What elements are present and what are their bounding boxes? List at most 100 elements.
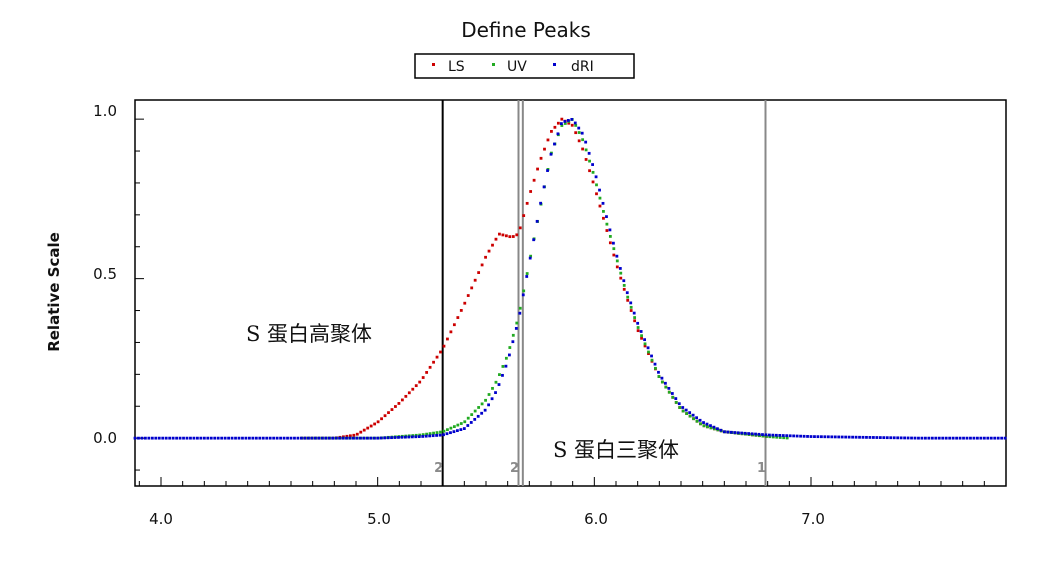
data-point <box>750 432 754 436</box>
data-point <box>515 321 519 325</box>
data-point <box>473 409 477 413</box>
data-point <box>462 427 466 430</box>
data-point <box>684 408 688 412</box>
data-point <box>653 362 657 366</box>
data-point <box>588 159 591 163</box>
data-point <box>889 436 893 440</box>
data-point <box>400 398 404 402</box>
data-point <box>671 395 675 399</box>
data-point <box>366 426 370 430</box>
data-point <box>213 436 217 440</box>
data-point <box>206 436 210 440</box>
data-point <box>442 433 445 437</box>
data-point <box>563 120 567 123</box>
data-point <box>996 436 1000 440</box>
data-point <box>438 433 442 437</box>
data-point <box>480 411 484 415</box>
data-point <box>608 228 612 232</box>
data-point <box>647 352 650 356</box>
data-point <box>861 435 865 439</box>
data-point <box>476 414 480 418</box>
data-point <box>147 436 151 440</box>
data-point <box>483 408 487 412</box>
data-point <box>501 233 505 237</box>
data-point <box>906 436 910 440</box>
data-point <box>407 435 411 439</box>
data-point <box>823 435 827 439</box>
data-point <box>272 436 276 440</box>
data-point <box>747 432 750 435</box>
data-point <box>601 201 605 205</box>
data-point <box>993 436 997 440</box>
series-uv <box>300 117 789 440</box>
data-point <box>840 435 844 439</box>
x-axis: 4.0 5.0 6.0 7.0 <box>149 510 825 528</box>
annotation-aggregate: S 蛋白高聚体 <box>246 322 372 346</box>
data-point <box>775 435 779 439</box>
data-point <box>175 436 178 440</box>
data-point <box>591 170 595 174</box>
data-point <box>230 436 234 440</box>
data-point <box>602 209 605 213</box>
data-point <box>432 431 435 435</box>
data-point <box>844 435 848 439</box>
data-point <box>577 139 581 143</box>
data-point <box>348 434 352 438</box>
data-point <box>282 436 286 440</box>
data-point <box>951 436 955 440</box>
data-point <box>930 436 934 440</box>
data-point <box>463 301 467 305</box>
data-point <box>237 436 241 440</box>
data-point <box>553 125 557 129</box>
data-point <box>324 436 328 440</box>
data-point <box>622 279 626 283</box>
data-point <box>626 295 630 299</box>
data-point <box>442 344 446 348</box>
data-point <box>144 436 147 440</box>
data-point <box>341 436 345 440</box>
data-point <box>591 180 595 184</box>
data-point <box>816 435 820 439</box>
data-point <box>577 126 581 130</box>
data-point <box>785 436 789 440</box>
data-point <box>899 436 903 440</box>
data-point <box>587 151 591 155</box>
data-point <box>470 413 474 417</box>
data-point <box>625 291 629 295</box>
data-point <box>511 235 515 238</box>
data-point <box>428 365 432 369</box>
data-point <box>584 140 588 144</box>
data-point <box>192 436 196 440</box>
data-point <box>795 434 799 438</box>
data-point <box>699 422 702 426</box>
data-point <box>757 432 761 436</box>
data-point <box>265 436 269 440</box>
data-point <box>504 356 508 360</box>
data-point <box>917 436 920 440</box>
data-point <box>494 380 498 384</box>
data-point <box>525 275 529 278</box>
data-point <box>543 147 546 151</box>
data-point <box>428 432 432 436</box>
data-point <box>729 430 733 434</box>
data-point <box>189 436 192 440</box>
data-point <box>306 436 310 440</box>
data-point <box>1003 436 1007 440</box>
data-point <box>216 436 220 440</box>
data-point <box>830 435 834 439</box>
data-point <box>345 436 348 440</box>
data-point <box>362 428 366 432</box>
data-point <box>584 148 588 152</box>
data-point <box>394 405 397 408</box>
y-axis-label: Relative Scale <box>45 232 63 352</box>
legend-label-dri: dRI <box>571 59 594 75</box>
data-point <box>633 316 637 319</box>
data-point <box>508 235 512 239</box>
data-point <box>962 436 965 440</box>
data-point <box>449 330 453 334</box>
data-point <box>411 387 415 391</box>
data-point <box>397 402 401 405</box>
data-point <box>390 436 393 440</box>
data-point <box>532 238 536 242</box>
data-point <box>868 436 872 439</box>
